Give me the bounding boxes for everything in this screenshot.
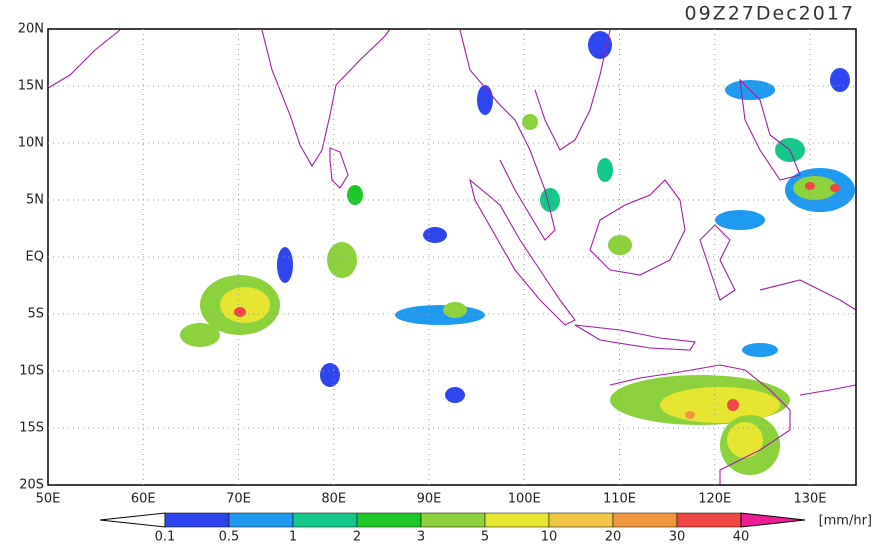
lon-label: 70E (226, 492, 251, 507)
colorbar-tick-label: 1 (289, 530, 297, 544)
colorbar-box (164, 512, 230, 528)
lon-label: 80E (321, 492, 346, 507)
colorbar-box (356, 512, 422, 528)
lat-label: 5S (27, 307, 44, 322)
colorbar-tick-label: 10 (541, 530, 558, 544)
lat-label: 10S (19, 364, 44, 379)
lon-label: 60E (131, 492, 156, 507)
colorbar-box (484, 512, 550, 528)
lon-label: 100E (508, 492, 541, 507)
colorbar-unit: [mm/hr] (819, 514, 872, 529)
rain-areas (180, 31, 855, 475)
colorbar-tick-label: 2 (353, 530, 361, 544)
lat-label: 10N (18, 136, 44, 151)
colorbar-box (420, 512, 486, 528)
lat-label: 15S (19, 421, 44, 436)
colorbar-tick-label: 3 (417, 530, 425, 544)
colorbar-box (676, 512, 742, 528)
colorbar-under (99, 512, 166, 528)
lon-label: 130E (793, 492, 826, 507)
lon-label: 120E (698, 492, 731, 507)
lat-label: 20N (18, 22, 44, 37)
colorbar-tick-label: 0.5 (219, 530, 240, 544)
lon-label: 50E (36, 492, 61, 507)
colorbar-tick-label: 40 (733, 530, 750, 544)
lon-label: 90E (417, 492, 442, 507)
colorbar-tick-label: 20 (605, 530, 622, 544)
colorbar-tick-label: 5 (481, 530, 489, 544)
lon-label: 110E (603, 492, 636, 507)
colorbar-box (292, 512, 358, 528)
colorbar-box (548, 512, 614, 528)
colorbar-tick-label: 30 (669, 530, 686, 544)
lat-label: 20S (19, 478, 44, 493)
lat-label: 15N (18, 79, 44, 94)
colorbar-box (612, 512, 678, 528)
map-title: 09Z27Dec2017 (685, 3, 856, 25)
coastlines (47, 28, 857, 485)
lat-label: EQ (26, 250, 44, 265)
colorbar-box (228, 512, 294, 528)
colorbar-over (740, 512, 806, 528)
lat-label: 5N (26, 193, 44, 208)
colorbar-tick-label: 0.1 (155, 530, 176, 544)
